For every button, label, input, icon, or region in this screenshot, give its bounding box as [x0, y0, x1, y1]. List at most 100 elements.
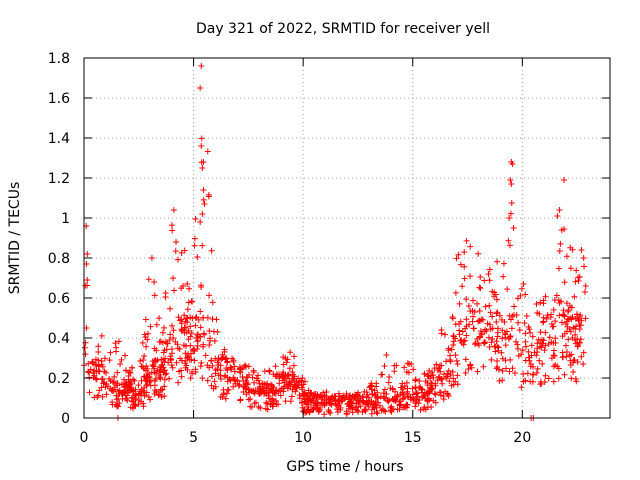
data-point [161, 393, 168, 400]
data-point [178, 249, 185, 256]
data-point [507, 177, 514, 183]
data-point [528, 342, 535, 349]
data-point [204, 377, 211, 384]
data-point [403, 369, 410, 376]
data-point [186, 285, 193, 292]
data-point [213, 316, 220, 323]
data-point [282, 398, 289, 405]
data-point [572, 278, 579, 285]
data-point [141, 352, 148, 359]
data-point [257, 383, 264, 390]
data-point [447, 358, 454, 365]
data-point [220, 390, 227, 397]
data-point [283, 359, 290, 366]
data-point [345, 403, 352, 410]
data-point [243, 391, 250, 398]
data-point [158, 364, 165, 371]
data-point [442, 388, 449, 395]
data-point [508, 200, 515, 207]
data-point [229, 355, 236, 362]
data-point [182, 324, 189, 331]
data-point [446, 378, 453, 385]
data-point [556, 248, 563, 255]
data-point [555, 265, 562, 272]
data-point [169, 227, 176, 234]
data-point [82, 351, 89, 358]
data-point [289, 369, 296, 376]
data-point [170, 334, 177, 341]
data-point [486, 302, 493, 309]
data-point [374, 394, 381, 401]
data-point [493, 357, 500, 364]
x-tick-label: 20 [513, 430, 531, 446]
data-point [510, 225, 517, 231]
data-point [272, 363, 279, 370]
data-point [413, 396, 420, 403]
data-point [486, 266, 493, 273]
data-point [574, 343, 581, 350]
data-point [560, 307, 567, 314]
data-point [577, 336, 584, 343]
data-point [139, 363, 146, 370]
data-point [536, 357, 543, 364]
data-point [381, 407, 388, 414]
data-point [355, 408, 362, 415]
data-point [154, 357, 161, 364]
data-point [183, 329, 190, 336]
data-point [222, 372, 229, 379]
data-point [515, 352, 522, 359]
data-point [564, 323, 571, 330]
data-point [571, 336, 578, 343]
data-point [444, 391, 451, 398]
data-point [197, 333, 204, 340]
data-point [506, 333, 513, 340]
data-point [450, 342, 457, 349]
data-point [463, 296, 470, 303]
data-point [392, 398, 399, 405]
data-point [443, 374, 450, 381]
data-point [127, 378, 134, 385]
data-point [141, 331, 148, 338]
data-point [499, 377, 506, 384]
data-point [206, 328, 213, 335]
data-point [573, 323, 580, 330]
chart-title: Day 321 of 2022, SRMTID for receiver yel… [196, 21, 490, 37]
data-point [548, 355, 555, 362]
data-point [178, 373, 185, 380]
data-point [171, 287, 178, 294]
data-point [209, 299, 216, 306]
data-point [522, 343, 529, 350]
data-point [477, 273, 484, 280]
data-point [452, 352, 459, 359]
data-points [81, 63, 589, 421]
data-point [192, 215, 199, 222]
data-point [230, 383, 237, 390]
data-point [516, 327, 523, 334]
data-point [413, 389, 420, 396]
data-point [99, 363, 106, 370]
data-point [137, 357, 144, 364]
data-point [91, 372, 98, 379]
data-point [285, 371, 292, 378]
data-point [181, 247, 188, 254]
data-point [293, 385, 300, 392]
data-point [212, 370, 219, 377]
data-point [527, 378, 534, 385]
data-point [86, 389, 93, 396]
data-point [334, 406, 341, 413]
data-point [508, 325, 515, 332]
data-point [470, 325, 477, 332]
data-point [281, 379, 288, 386]
data-point [280, 369, 287, 376]
data-point [478, 331, 485, 338]
data-point [570, 369, 577, 376]
data-point [489, 336, 496, 343]
data-point [255, 372, 262, 379]
data-point [476, 284, 483, 291]
data-point [122, 392, 129, 399]
data-point [211, 337, 218, 344]
data-point [535, 336, 542, 343]
data-point [334, 408, 341, 415]
data-point [301, 378, 308, 385]
data-point [173, 359, 180, 366]
